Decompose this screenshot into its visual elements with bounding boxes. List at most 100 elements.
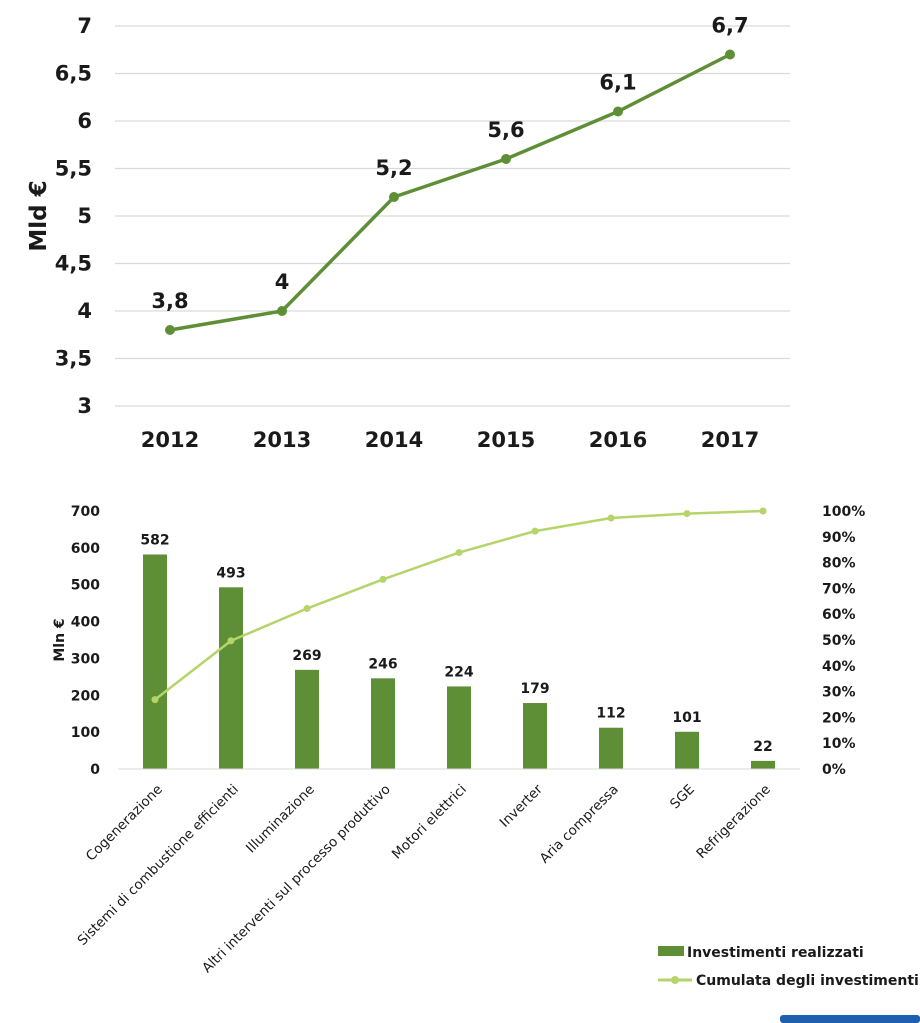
pareto-right-axis-tick-labels: 0% 10% 20% 30% 40% 50% 60% 70% 80% 90% 100% [822, 504, 865, 778]
pareto-right-tick-label: 80% [822, 556, 856, 572]
pareto-right-tick-label: 70% [822, 581, 856, 597]
pareto-bar-value-label: 582 [140, 532, 169, 548]
pareto-category-label: SGE [667, 782, 698, 813]
line-chart-series-line [168, 52, 732, 332]
line-chart-data-label: 6,1 [599, 71, 636, 95]
pareto-category-label: Cogenerazione [83, 782, 166, 865]
line-chart-y-axis-label: Mld € [26, 180, 52, 251]
line-chart-y-tick-label: 3 [77, 394, 92, 418]
line-chart-y-tick-label: 3,5 [55, 347, 92, 371]
pareto-category-label: Sistemi di combustione efficienti [74, 782, 241, 949]
line-chart-point [389, 192, 399, 202]
pareto-category-label: Motori elettrici [389, 782, 470, 863]
pareto-bar [523, 703, 547, 769]
line-chart-point [613, 106, 623, 117]
line-chart-point [277, 306, 287, 316]
pareto-bar [751, 760, 775, 769]
line-chart-data-label: 6,7 [711, 14, 748, 38]
pareto-left-tick-label: 500 [71, 578, 100, 594]
pareto-cumulative-point [303, 605, 311, 613]
line-chart: 33,544,555,566,57 2012 2013 2014 2015 2016 20… [26, 14, 790, 452]
pareto-cumulative-points [151, 507, 767, 704]
pareto-cumulative-point [531, 527, 539, 535]
line-chart-y-tick-label: 4,5 [55, 252, 92, 276]
line-chart-y-tick-label: 5 [77, 204, 92, 228]
pareto-category-label: Illuminazione [243, 782, 318, 857]
pareto-right-tick-label: 0% [822, 762, 846, 778]
pareto-bar-value-label: 246 [368, 656, 397, 672]
pareto-bar-value-label: 224 [444, 664, 473, 680]
pareto-left-tick-label: 400 [71, 615, 100, 631]
line-chart-data-label: 3,8 [151, 289, 188, 313]
line-chart-points [165, 49, 735, 335]
pareto-right-tick-label: 60% [822, 607, 856, 623]
line-chart-point [725, 49, 735, 60]
line-chart-gridlines [115, 25, 790, 407]
pareto-category-label: Inverter [497, 781, 546, 830]
pareto-cumulative-point [759, 507, 767, 515]
pareto-category-label: Aria compressa [537, 782, 622, 867]
pareto-bar-value-labels: 582 493 269 246 224 179 112 101 22 [140, 532, 772, 754]
pareto-left-tick-label: 600 [71, 541, 100, 557]
line-chart-y-tick-label: 7 [77, 14, 92, 38]
pareto-right-tick-label: 40% [822, 659, 856, 675]
pareto-bar-value-label: 269 [292, 648, 321, 664]
line-chart-data-labels: 3,8 4 5,2 5,6 6,1 6,7 [151, 14, 748, 314]
pareto-bar-value-label: 112 [596, 706, 625, 722]
pareto-bar-value-label: 179 [520, 681, 549, 697]
legend-bar-swatch [658, 946, 684, 956]
pareto-right-tick-label: 100% [822, 504, 865, 520]
line-chart-x-tick-label: 2017 [701, 428, 759, 452]
legend-line-marker [671, 976, 679, 984]
pareto-cumulative-point [683, 510, 691, 518]
pareto-bar [219, 587, 243, 769]
pareto-cumulative-point [607, 514, 615, 522]
pareto-bar [599, 727, 623, 769]
pareto-cumulative-point [455, 549, 463, 557]
line-chart-x-tick-label: 2015 [477, 428, 535, 452]
line-chart-y-tick-label: 6,5 [55, 62, 92, 86]
pareto-bar [295, 669, 319, 769]
pareto-left-tick-label: 300 [71, 651, 100, 667]
line-chart-x-tick-label: 2014 [365, 428, 423, 452]
pareto-chart: 0 100 200 300 400 500 600 700 0% 10% 20% 30% 40% 50%… [52, 504, 919, 989]
line-chart-data-label: 5,6 [487, 118, 524, 142]
pareto-bar-value-label: 101 [672, 710, 701, 726]
pareto-left-tick-label: 100 [71, 725, 100, 741]
line-chart-y-tick-label: 6 [77, 109, 92, 133]
line-chart-point [501, 154, 511, 164]
pareto-right-tick-label: 50% [822, 633, 856, 649]
pareto-left-axis-tick-labels: 0 100 200 300 400 500 600 700 [71, 504, 100, 778]
line-chart-x-tick-label: 2012 [141, 428, 199, 452]
pareto-bar [447, 686, 471, 769]
pareto-left-tick-label: 700 [71, 504, 100, 520]
pareto-bar-value-label: 22 [753, 739, 772, 755]
line-chart-y-tick-labels: 3 3,5 4 4,5 5 5,5 6 6,5 7 [55, 14, 92, 418]
pareto-right-tick-label: 90% [822, 530, 856, 546]
pareto-bars [143, 554, 775, 769]
line-chart-data-label: 4 [275, 270, 290, 294]
pareto-y-axis-label: Mln € [52, 618, 68, 661]
pareto-cumulative-point [151, 696, 159, 704]
pareto-bar [143, 554, 167, 769]
line-chart-x-tick-label: 2013 [253, 428, 311, 452]
pareto-cumulative-point [379, 575, 387, 583]
pareto-legend: Investimenti realizzati Cumulata degli i… [658, 945, 919, 989]
line-chart-x-tick-label: 2016 [589, 428, 647, 452]
line-chart-y-tick-label: 4 [77, 299, 92, 323]
pareto-category-label: Refrigerazione [693, 782, 773, 862]
line-chart-data-label: 5,2 [375, 156, 412, 180]
pareto-left-tick-label: 200 [71, 688, 100, 704]
pareto-right-tick-label: 20% [822, 710, 856, 726]
legend-label-cumulata: Cumulata degli investimenti [696, 973, 919, 989]
line-chart-y-tick-label: 5,5 [55, 157, 92, 181]
line-chart-x-tick-labels: 2012 2013 2014 2015 2016 2017 [141, 428, 759, 452]
legend-label-investimenti: Investimenti realizzati [687, 945, 864, 961]
pareto-bar-value-label: 493 [216, 565, 245, 581]
pareto-bar [675, 731, 699, 769]
pareto-cumulative-point [227, 637, 235, 645]
pareto-right-tick-label: 30% [822, 685, 856, 701]
line-chart-point [165, 325, 175, 335]
pareto-right-tick-label: 10% [822, 736, 856, 752]
